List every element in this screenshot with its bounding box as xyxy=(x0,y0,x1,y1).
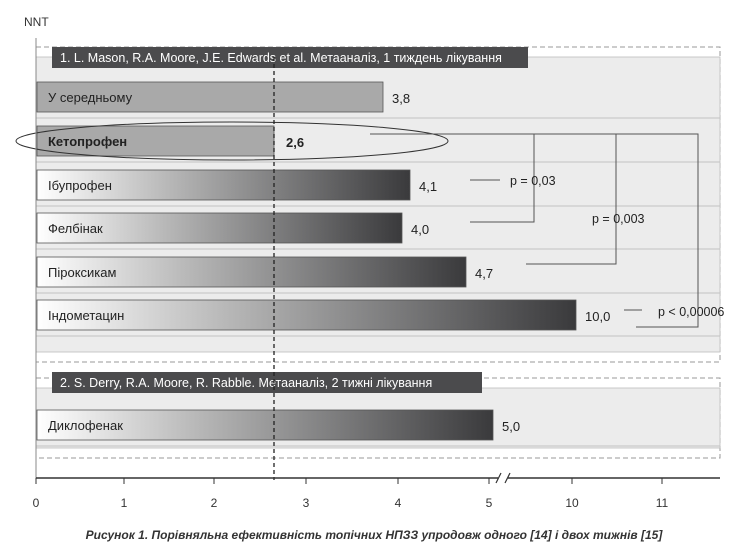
group-header-text: 1. L. Mason, R.A. Moore, J.E. Edwards et… xyxy=(60,51,502,65)
p-value-piroksikam: p = 0,003 xyxy=(592,212,645,226)
figure-caption: Рисунок 1. Порівняльна ефективність топі… xyxy=(86,528,664,542)
bar-label: Індометацин xyxy=(48,308,124,323)
p-value-felbinak: p = 0,03 xyxy=(510,174,556,188)
bar-value-label: 10,0 xyxy=(585,309,610,324)
bar-value-label: 2,6 xyxy=(286,135,304,150)
bar-label: Фелбінак xyxy=(48,221,103,236)
group-header-box xyxy=(52,47,528,68)
bar-label: Кетопрофен xyxy=(48,134,127,149)
significance-brackets: p = 0,03 p = 0,003 p < 0,00006 xyxy=(370,133,724,328)
x-tick-label-10: 10 xyxy=(565,496,579,510)
bar-value-label: 5,0 xyxy=(502,419,520,434)
bar-label: Піроксикам xyxy=(48,265,116,280)
x-tick-label-3: 3 xyxy=(303,496,310,510)
bars-layer: У середньому 3,8 Кетопрофен 2,6 Ібупрофен 4,1… xyxy=(15,57,610,480)
x-tick-label-1: 1 xyxy=(121,496,128,510)
y-axis-label: NNT xyxy=(24,15,49,29)
bar-label: Ібупрофен xyxy=(48,178,112,193)
x-tick-label-0: 0 xyxy=(33,496,40,510)
bar-label: У середньому xyxy=(48,90,133,105)
bar-3 xyxy=(36,169,411,201)
bar-11 xyxy=(36,409,494,441)
bar-value-label: 4,1 xyxy=(419,179,437,194)
bracket-felbinak xyxy=(370,133,535,223)
x-tick-label-11: 11 xyxy=(656,496,669,510)
bar-label: Диклофенак xyxy=(48,418,123,433)
bar-4 xyxy=(36,212,403,244)
axis-break-mark xyxy=(504,472,511,484)
p-value-indometacin: p < 0,00006 xyxy=(658,305,724,319)
axis-break-mark xyxy=(495,472,502,484)
group-header-box xyxy=(52,372,482,393)
bar-6 xyxy=(36,299,577,331)
x-axis: 0 1 2 3 4 5 10 11 xyxy=(33,38,720,510)
bar-5 xyxy=(36,256,467,288)
x-tick-label-4: 4 xyxy=(395,496,402,510)
x-tick-label-5: 5 xyxy=(486,496,493,510)
x-tick-label-2: 2 xyxy=(211,496,218,510)
bracket-piroksikam xyxy=(526,133,617,265)
bar-value-label: 4,7 xyxy=(475,266,493,281)
bar-2 xyxy=(36,125,275,157)
group-header-text: 2. S. Derry, R.A. Moore, R. Rabble. Мета… xyxy=(60,376,432,390)
highlight-ellipse xyxy=(15,121,449,161)
bar-value-label: 4,0 xyxy=(411,222,429,237)
bar-1 xyxy=(36,81,384,113)
bar-value-label: 3,8 xyxy=(392,91,410,106)
bracket-indometacin xyxy=(616,133,699,328)
